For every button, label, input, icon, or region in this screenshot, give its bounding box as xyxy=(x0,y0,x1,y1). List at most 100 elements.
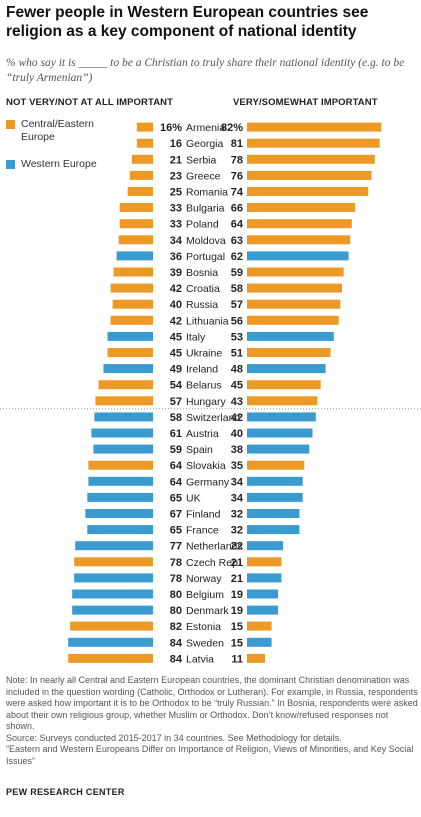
bar-right-22 xyxy=(247,476,303,486)
bar-left-5 xyxy=(119,203,153,212)
value-label-right-15: 48 xyxy=(231,364,243,376)
value-label-left-3: 23 xyxy=(170,170,182,182)
value-label-left-4: 25 xyxy=(170,186,182,198)
value-label-left-7: 34 xyxy=(170,235,183,247)
brand-logo-text: PEW RESEARCH CENTER xyxy=(6,787,125,797)
bar-right-16 xyxy=(247,380,321,390)
bar-left-11 xyxy=(112,299,153,309)
footer-report: “Eastern and Western Europeans Differ on… xyxy=(6,744,414,766)
bar-right-32 xyxy=(247,637,272,647)
value-label-right-31: 15 xyxy=(231,621,243,633)
bar-right-17 xyxy=(247,396,318,406)
value-label-right-2: 78 xyxy=(231,154,243,166)
value-label-right-7: 63 xyxy=(231,235,243,247)
value-label-right-19: 40 xyxy=(231,428,243,440)
value-label-left-5: 33 xyxy=(170,203,182,215)
value-label-right-17: 43 xyxy=(231,396,243,408)
value-label-left-13: 45 xyxy=(170,331,182,343)
bar-right-11 xyxy=(247,299,341,309)
bar-right-12 xyxy=(247,315,339,325)
value-label-left-0: 16% xyxy=(160,122,182,134)
value-label-right-23: 34 xyxy=(231,492,244,504)
bar-left-30 xyxy=(72,605,153,615)
bar-left-10 xyxy=(110,283,153,293)
bar-right-20 xyxy=(247,444,310,454)
value-label-left-10: 42 xyxy=(170,283,182,295)
value-label-left-8: 36 xyxy=(170,251,182,263)
bar-left-23 xyxy=(87,492,153,502)
value-label-right-13: 53 xyxy=(231,331,243,343)
bar-left-8 xyxy=(116,251,153,261)
value-label-right-1: 81 xyxy=(231,138,243,150)
category-label-20: Spain xyxy=(186,444,213,456)
bar-right-1 xyxy=(247,138,380,148)
bar-left-28 xyxy=(74,573,153,583)
category-label-12: Lithuania xyxy=(186,315,229,327)
value-label-right-21: 35 xyxy=(231,460,243,472)
bar-left-1 xyxy=(136,138,153,148)
category-label-4: Romania xyxy=(186,186,228,198)
category-label-18: Switzerland xyxy=(186,412,240,424)
value-label-right-20: 38 xyxy=(231,444,243,456)
left-column-header: NOT VERY/NOT AT ALL IMPORTANT xyxy=(6,97,174,108)
bar-left-32 xyxy=(68,637,153,647)
value-label-right-24: 32 xyxy=(231,508,243,520)
value-label-left-26: 77 xyxy=(170,541,182,553)
bar-left-9 xyxy=(113,267,153,277)
bar-right-13 xyxy=(247,331,334,341)
category-label-30: Denmark xyxy=(186,605,229,617)
bar-right-21 xyxy=(247,460,305,470)
category-label-25: France xyxy=(186,525,219,537)
value-label-right-33: 11 xyxy=(231,653,243,665)
bar-left-15 xyxy=(103,364,153,374)
value-label-left-6: 33 xyxy=(170,219,182,231)
category-label-27: Czech Rep. xyxy=(186,557,241,569)
bar-right-15 xyxy=(247,364,326,374)
value-label-left-27: 78 xyxy=(170,557,182,569)
category-label-10: Croatia xyxy=(186,283,220,295)
value-label-left-17: 57 xyxy=(170,396,182,408)
value-label-left-24: 67 xyxy=(170,508,182,520)
category-label-29: Belgium xyxy=(186,589,224,601)
value-label-right-22: 34 xyxy=(231,476,244,488)
category-label-26: Netherlands xyxy=(186,541,243,553)
bar-right-7 xyxy=(247,235,351,245)
bar-left-17 xyxy=(95,396,153,406)
bar-right-5 xyxy=(247,203,356,212)
category-label-28: Norway xyxy=(186,573,222,585)
category-label-23: UK xyxy=(186,492,201,504)
value-label-right-30: 19 xyxy=(231,605,243,617)
value-label-right-3: 76 xyxy=(231,170,243,182)
value-label-right-14: 51 xyxy=(231,347,243,359)
bar-left-7 xyxy=(118,235,153,245)
bar-left-29 xyxy=(72,589,153,599)
chart-title: Fewer people in Western European countri… xyxy=(6,4,369,40)
category-label-31: Estonia xyxy=(186,621,221,633)
category-label-24: Finland xyxy=(186,508,221,520)
category-label-19: Austria xyxy=(186,428,219,440)
value-label-right-16: 45 xyxy=(231,380,243,392)
footer-notes: Note: In nearly all Central and Eastern … xyxy=(6,675,418,767)
category-label-0: Armenia xyxy=(186,122,225,134)
legend-item-central-eastern: Central/Eastern Europe xyxy=(6,118,116,146)
value-label-left-33: 84 xyxy=(170,653,183,665)
bar-right-27 xyxy=(247,557,282,567)
value-label-left-16: 54 xyxy=(170,380,183,392)
right-column-header: VERY/SOMEWHAT IMPORTANT xyxy=(233,97,378,108)
bar-right-29 xyxy=(247,589,279,599)
bar-right-23 xyxy=(247,492,303,502)
value-label-left-14: 45 xyxy=(170,347,182,359)
category-label-7: Moldova xyxy=(186,235,226,247)
bar-left-0 xyxy=(136,122,153,132)
value-label-left-22: 64 xyxy=(170,476,183,488)
value-label-right-27: 21 xyxy=(231,557,243,569)
bar-right-26 xyxy=(247,541,283,551)
bar-left-20 xyxy=(93,444,153,454)
bar-right-3 xyxy=(247,170,372,180)
bar-right-33 xyxy=(247,653,265,663)
bar-right-24 xyxy=(247,509,300,518)
category-label-9: Bosnia xyxy=(186,267,218,279)
bar-right-25 xyxy=(247,525,300,535)
value-label-left-29: 80 xyxy=(170,589,182,601)
